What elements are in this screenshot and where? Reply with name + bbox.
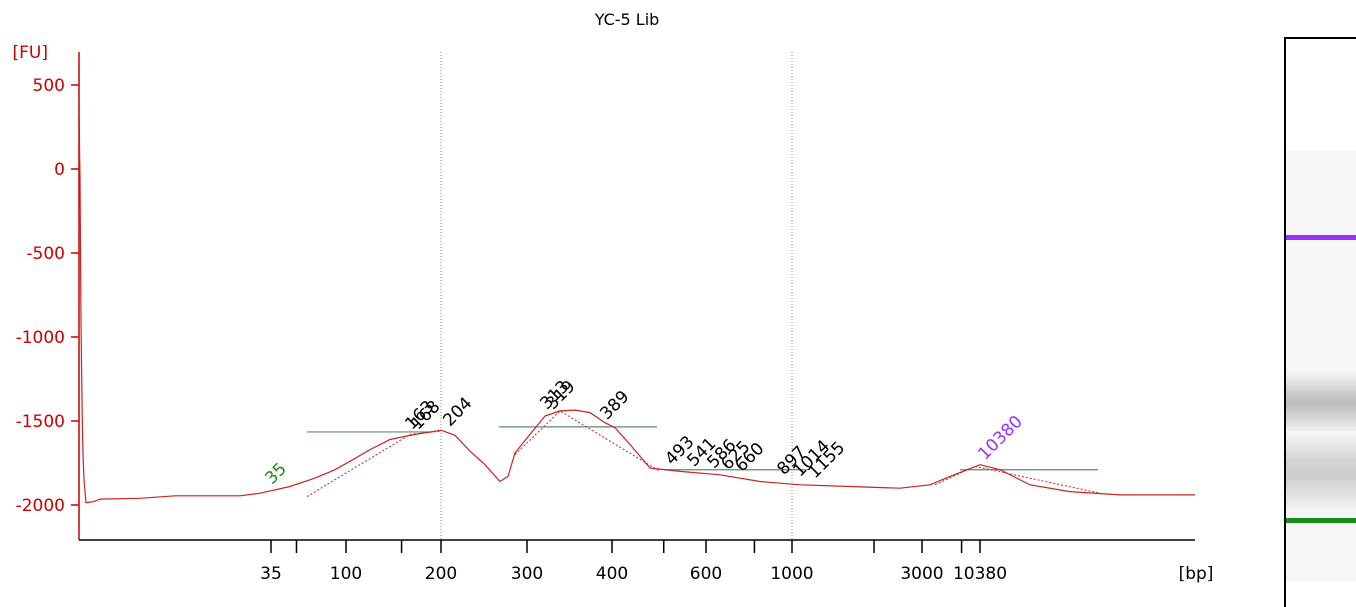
axes: 500 0 -500 -1000 -1500 -2000 35 100 200 300 400 600… <box>16 52 1195 584</box>
peak-label: 35 <box>261 459 290 488</box>
y-tick-label: -1500 <box>16 412 65 432</box>
x-tick-label: 3000 <box>900 564 943 584</box>
electropherogram-chart: YC-5 Lib [FU] [bp] 500 0 -500 -1000 -1500 -20… <box>13 10 1214 584</box>
x-tick-label: 35 <box>260 564 282 584</box>
reference-lines <box>440 52 793 540</box>
y-tick-label: 500 <box>33 76 65 96</box>
x-tick-label: 200 <box>425 564 457 584</box>
trace <box>78 118 1195 504</box>
gel-smear-upper <box>1286 371 1356 431</box>
trace-line <box>78 118 1195 504</box>
peak-label: 204 <box>439 394 476 431</box>
x-tick-label: 10380 <box>953 564 1007 584</box>
y-axis-label: [FU] <box>13 43 49 63</box>
chart-title: YC-5 Lib <box>594 10 660 29</box>
gel-band-upper-marker <box>1286 235 1356 240</box>
fit-curve <box>306 430 442 498</box>
gel-band-lower-marker <box>1286 518 1356 523</box>
y-tick-label: -500 <box>26 244 65 264</box>
gel-lane-background <box>1286 151 1356 581</box>
peak-label: 10380 <box>974 412 1026 464</box>
peak-label: 389 <box>596 387 633 424</box>
y-tick-label: 0 <box>54 160 65 180</box>
x-tick-label: 600 <box>690 564 722 584</box>
gel-lane <box>1284 37 1356 607</box>
x-tick-label: 100 <box>330 564 362 584</box>
gel-smear-lower <box>1286 436 1356 511</box>
x-tick-label: 400 <box>596 564 628 584</box>
x-tick-label: 1000 <box>770 564 813 584</box>
y-tick-label: -1000 <box>16 328 65 348</box>
fit-curve <box>934 465 1101 494</box>
x-tick-label: 300 <box>511 564 543 584</box>
x-axis-label: [bp] <box>1179 564 1214 584</box>
fit-curve <box>514 410 661 472</box>
y-tick-label: -2000 <box>16 496 65 516</box>
